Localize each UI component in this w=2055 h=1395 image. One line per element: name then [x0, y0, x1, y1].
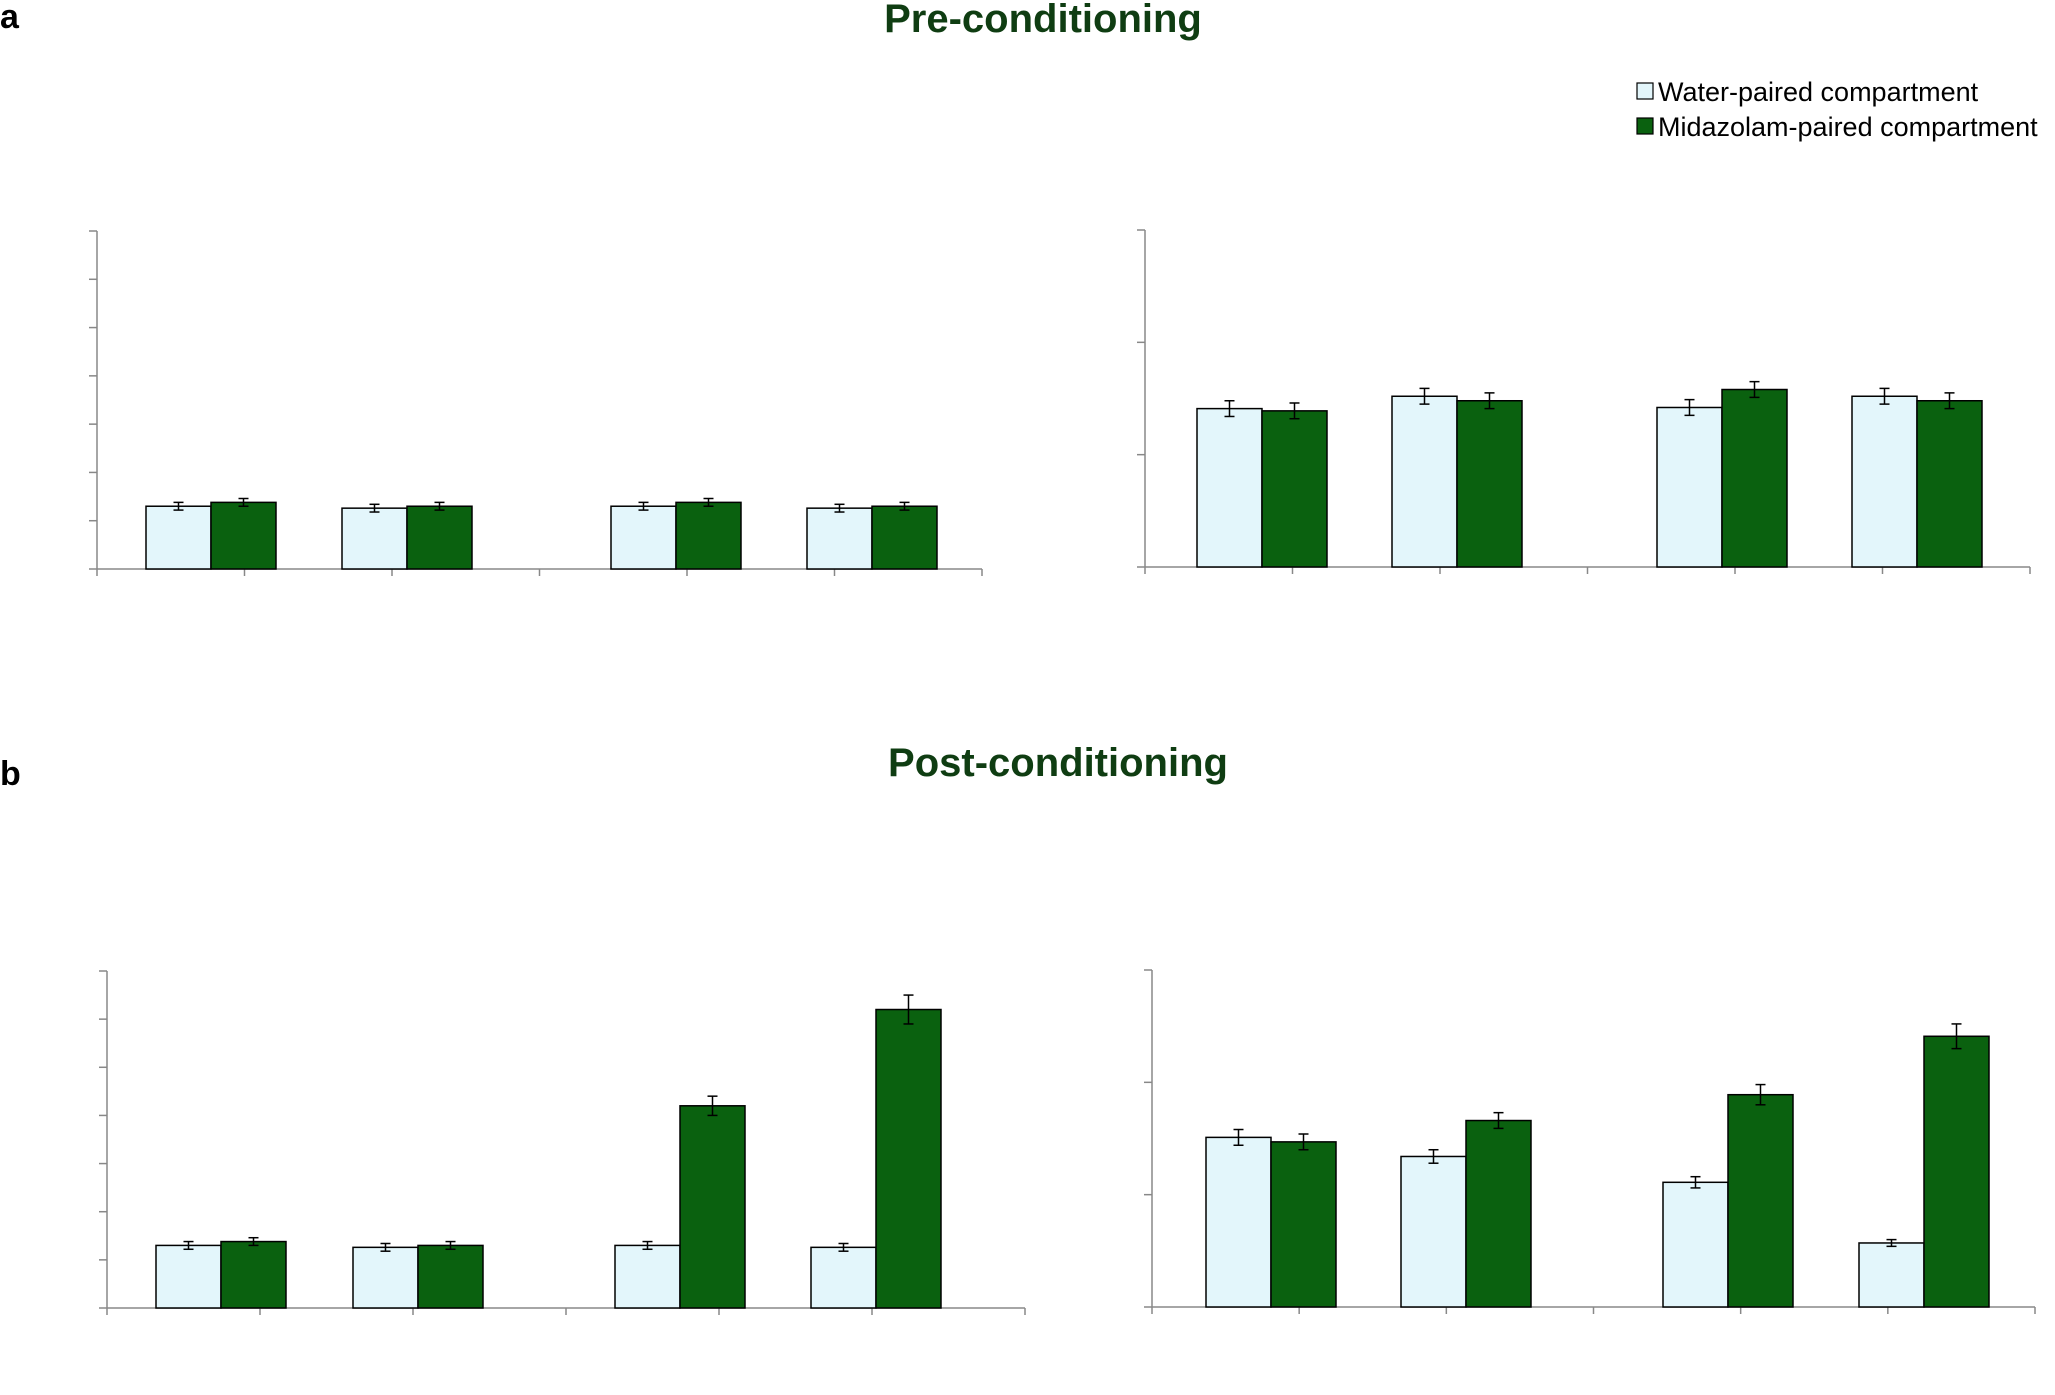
bar-midazolam-paired: [875, 1008, 942, 1309]
bar-midazolam-paired: [1270, 1141, 1337, 1308]
bar-water-paired: [810, 1246, 877, 1309]
bar-water-paired: [341, 507, 408, 570]
section-title-pre: Pre-conditioning: [884, 0, 1202, 41]
bar-water-paired: [155, 1244, 222, 1309]
bar-water-paired: [1662, 1181, 1729, 1308]
bar-midazolam-paired: [1923, 1035, 1990, 1308]
section-title-post: Post-conditioning: [888, 741, 1228, 785]
legend-swatch-midazolam: [1636, 117, 1654, 135]
bar-water-paired: [1858, 1242, 1925, 1308]
bar-midazolam-paired: [417, 1244, 484, 1309]
bar-water-paired: [1205, 1136, 1272, 1308]
bar-water-paired: [145, 505, 212, 570]
legend-label-water: Water-paired compartment: [1658, 77, 1979, 107]
bar-water-paired: [352, 1246, 419, 1309]
bar-midazolam-paired: [1916, 399, 1983, 568]
panel-letter-b: b: [0, 755, 21, 793]
bar-midazolam-paired: [220, 1240, 287, 1309]
bar-midazolam-paired: [1261, 410, 1328, 568]
legend-swatch-water: [1636, 82, 1654, 100]
chart-post-entries: [99, 970, 1026, 1315]
legend: Water-paired compartment Midazolam-paire…: [1636, 77, 2038, 142]
bar-midazolam-paired: [1721, 388, 1788, 568]
bar-midazolam-paired: [679, 1105, 746, 1309]
chart-pre-entries: [89, 230, 983, 576]
bar-midazolam-paired: [871, 505, 938, 570]
bar-water-paired: [1656, 406, 1723, 568]
bar-water-paired: [614, 1244, 681, 1309]
bar-midazolam-paired: [210, 501, 277, 570]
bar-midazolam-paired: [675, 501, 742, 570]
bar-water-paired: [806, 507, 873, 570]
bar-midazolam-paired: [1727, 1093, 1794, 1308]
bar-midazolam-paired: [1465, 1119, 1532, 1308]
chart-post-time: [1144, 969, 2036, 1314]
bar-water-paired: [1851, 395, 1918, 568]
bar-water-paired: [1391, 395, 1458, 568]
panel-letter-a: a: [0, 0, 20, 36]
bar-water-paired: [1196, 407, 1263, 568]
bar-water-paired: [1400, 1155, 1467, 1308]
chart-pre-time: [1137, 229, 2031, 574]
bar-midazolam-paired: [406, 505, 473, 570]
legend-label-midazolam: Midazolam-paired compartment: [1658, 112, 2038, 142]
bar-midazolam-paired: [1456, 399, 1523, 568]
bar-water-paired: [610, 505, 677, 570]
